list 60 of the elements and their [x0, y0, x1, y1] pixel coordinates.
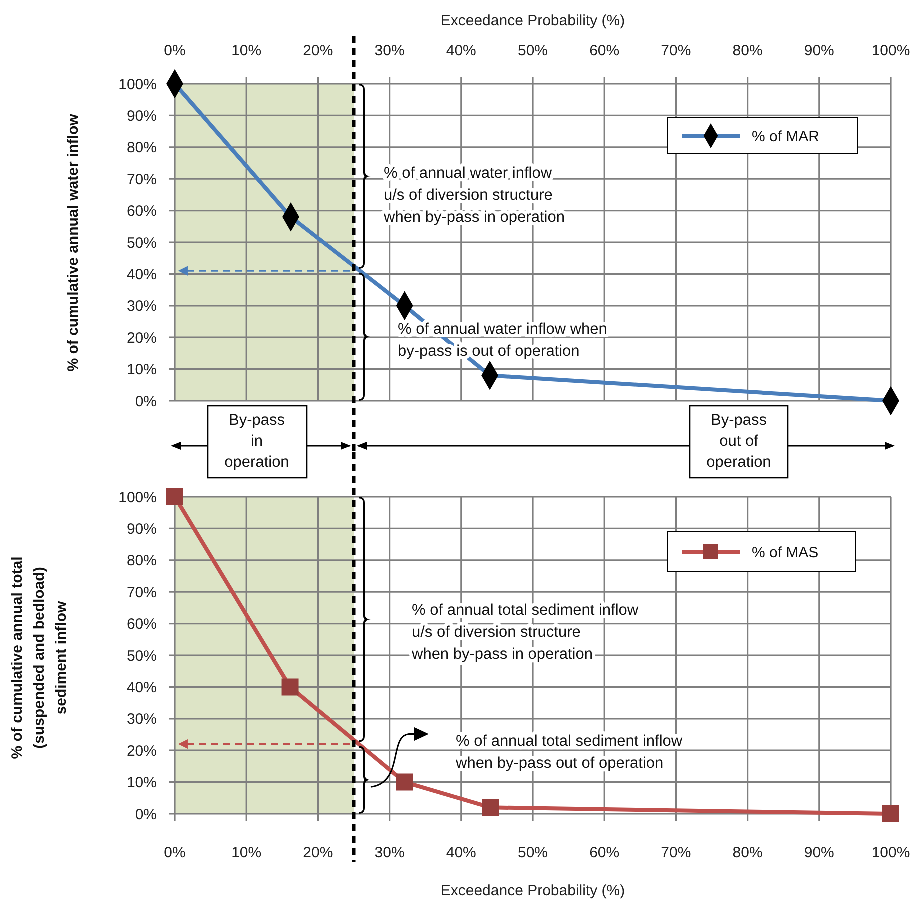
y-tick-label: 30% [126, 298, 157, 316]
x-axis-title: Exceedance Probability (%) [440, 12, 626, 30]
text: By-pass out of operation [706, 412, 772, 471]
y-tick-label: 10% [126, 362, 157, 379]
y-axis-title: % of cumulative annual water inflow [65, 114, 82, 372]
x-tick-label: 40% [446, 42, 476, 60]
x-tick-label: 30% [374, 42, 405, 60]
y-tick-label: 90% [126, 520, 157, 538]
y-tick-label: 0% [135, 393, 157, 410]
y-tick-label: 0% [135, 806, 157, 824]
x-tick-label: 60% [590, 844, 620, 862]
x-tick-label: 80% [732, 42, 763, 60]
y-tick-label: 60% [126, 616, 157, 634]
x-tick-label: 70% [661, 844, 692, 862]
y-tick-label: 50% [126, 234, 157, 252]
y-tick-label: 80% [126, 140, 157, 157]
y-tick-label: 100% [118, 76, 157, 94]
legend-label: % of MAR [752, 128, 820, 146]
y-tick-label: 80% [126, 552, 157, 570]
y-tick-label: 70% [126, 171, 157, 188]
y-tick-label: 40% [126, 679, 157, 696]
x-tick-label: 40% [446, 844, 476, 862]
x-tick-label: 60% [590, 42, 620, 60]
annotation: % of annual total sediment inflow when by-pass out of operation [455, 733, 684, 772]
x-axis-title: Exceedance Probability (%) [440, 882, 626, 899]
x-tick-label: 10% [232, 844, 262, 862]
x-tick-label: 80% [732, 844, 763, 862]
x-tick-label: 50% [518, 844, 548, 862]
point [882, 806, 900, 822]
point [282, 678, 299, 696]
x-tick-label: 0% [164, 42, 186, 60]
x-tick-label: 20% [303, 42, 334, 60]
point [396, 774, 414, 791]
x-tick-label: 70% [661, 42, 692, 60]
annotation: % of annual water inflow u/s of diversion structure when by-pass in operation [383, 165, 565, 226]
x-tick-label: 20% [303, 844, 334, 862]
point [482, 799, 500, 816]
y-axis-title: % of cumulative annual total (suspended and bedload) sediment inflow [9, 556, 70, 760]
point [166, 488, 184, 506]
y-tick-label: 50% [126, 648, 157, 665]
y-tick-label: 90% [126, 108, 157, 125]
x-tick-label: 30% [374, 844, 405, 862]
x-tick-label: 10% [232, 42, 262, 60]
x-tick-label: 90% [804, 42, 834, 60]
y-tick-label: 10% [126, 774, 157, 792]
y-tick-label: 100% [118, 489, 157, 506]
text: By-pass in operation [224, 412, 290, 471]
legend-label: % of MAS [752, 544, 819, 562]
y-tick-label: 20% [126, 742, 157, 760]
y-tick-label: 70% [126, 584, 157, 602]
x-tick-label: 50% [518, 42, 548, 60]
y-tick-label: 20% [126, 330, 157, 347]
x-tick-label: 90% [804, 844, 834, 862]
x-tick-label: 100% [872, 42, 910, 60]
y-tick-label: 60% [126, 203, 157, 220]
x-tick-label: 100% [872, 844, 910, 862]
x-tick-label: 0% [164, 844, 186, 862]
y-tick-label: 40% [126, 266, 157, 284]
y-tick-label: 30% [126, 711, 157, 728]
annotation: % of annual total sediment inflow u/s of diversion structure when by-pass in operation [411, 602, 640, 663]
